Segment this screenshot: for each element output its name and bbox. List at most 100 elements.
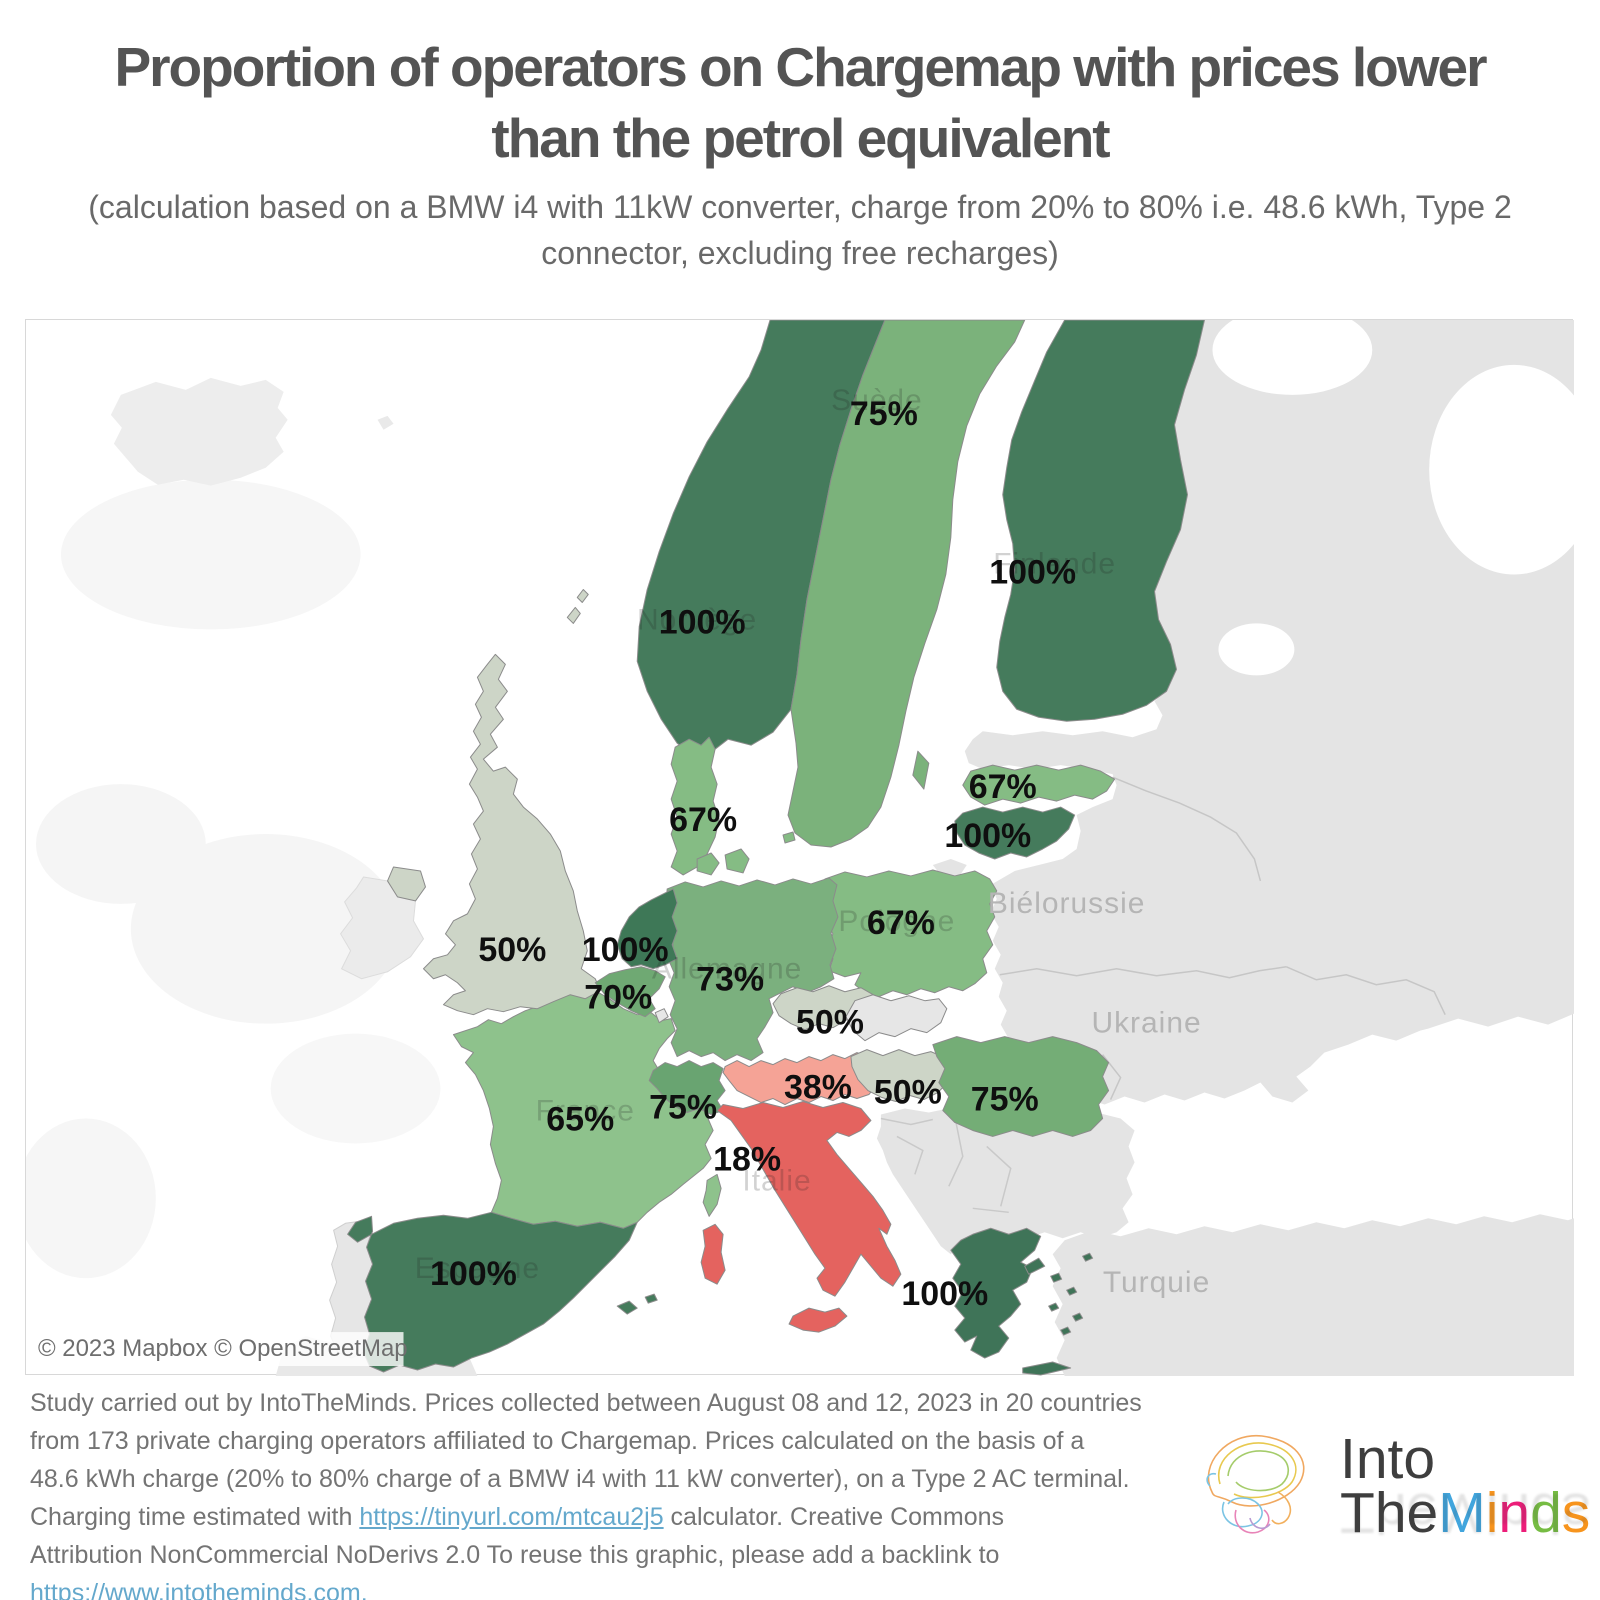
- country-shape-switzerland[interactable]: [648, 1060, 726, 1115]
- land-balkans: [876, 1107, 1135, 1255]
- title-block: Proportion of operators on Chargemap wit…: [0, 32, 1600, 276]
- tinyurl-link[interactable]: https://tinyurl.com/mtcau2j5: [359, 1503, 664, 1531]
- brain-scribble-icon: [1206, 1434, 1305, 1534]
- greek-islands: [1048, 1252, 1094, 1336]
- italy-sicily: [788, 1307, 848, 1333]
- greece-euboea: [1024, 1257, 1046, 1275]
- map-canvas: Suède Norvège Finlande Allemagne Pologne…: [26, 320, 1574, 1376]
- value-label-italy: 18%: [713, 1140, 781, 1178]
- logo-letter-n: n: [1498, 1481, 1531, 1545]
- italy-sardinia: [700, 1223, 726, 1285]
- title-line-2: than the petrol equivalent: [491, 107, 1110, 169]
- denmark-bornholm: [782, 831, 796, 844]
- value-label-greece: 100%: [901, 1275, 988, 1313]
- logo-letter-d: d: [1530, 1481, 1562, 1545]
- country-shape-belgium[interactable]: [594, 966, 666, 1018]
- value-labels: 100% 75% 100% 67% 67% 100% 50% 100% 70% …: [430, 395, 1076, 1313]
- basemap-label-suede: Suède: [831, 384, 923, 417]
- value-label-germany: 73%: [696, 961, 764, 999]
- basemap-labels: Suède Norvège Finlande Allemagne Pologne…: [415, 384, 1210, 1299]
- country-shape-netherlands[interactable]: [616, 888, 678, 970]
- value-label-austria: 38%: [784, 1069, 852, 1107]
- faroe-islands: [377, 415, 394, 430]
- land-turkey: [1052, 1214, 1574, 1376]
- intotheminds-link[interactable]: https://www.intotheminds.com.: [30, 1579, 368, 1600]
- value-label-switzerland: 75%: [649, 1088, 717, 1126]
- logo-word-into: Into: [1340, 1427, 1436, 1491]
- denmark-funen: [696, 852, 720, 876]
- value-label-spain: 100%: [430, 1255, 517, 1293]
- value-label-france: 65%: [546, 1100, 614, 1138]
- country-shape-lithuania[interactable]: [954, 806, 1076, 860]
- country-shape-greece[interactable]: [950, 1227, 1042, 1359]
- country-shape-corsica[interactable]: [702, 1173, 722, 1217]
- balearic-islands: [616, 1300, 638, 1315]
- logo-reflection: TheMinds: [1340, 1481, 1591, 1545]
- value-label-latvia: 67%: [969, 768, 1037, 806]
- country-shape-italy[interactable]: [716, 1101, 902, 1297]
- subtitle-line-1: (calculation based on a BMW i4 with 11kW…: [88, 189, 1512, 225]
- basemap-label-turquie: Turquie: [1103, 1266, 1210, 1299]
- page-title: Proportion of operators on Chargemap wit…: [0, 32, 1600, 174]
- country-shape-romania[interactable]: [932, 1036, 1110, 1137]
- title-line-1: Proportion of operators on Chargemap wit…: [114, 36, 1487, 98]
- value-label-netherlands: 100%: [582, 931, 669, 969]
- footer-note: Study carried out by IntoTheMinds. Price…: [30, 1384, 1180, 1600]
- map-attribution: © 2023 Mapbox © OpenStreetMap: [26, 1332, 408, 1367]
- footer-line-4-post: calculator. Creative Commons: [663, 1503, 1005, 1531]
- denmark-zealand: [724, 848, 750, 874]
- country-shape-sweden[interactable]: [787, 320, 1026, 848]
- sea-shading: [26, 479, 441, 1279]
- country-shape-germany[interactable]: [665, 877, 839, 1062]
- value-label-belgium: 70%: [584, 979, 652, 1017]
- country-shape-finland[interactable]: [996, 320, 1205, 722]
- basemap-label-norvege: Norvège: [637, 603, 757, 636]
- basemap-label-bielorussie: Biélorussie: [988, 887, 1145, 920]
- intotheminds-logo: Into TheMinds TheMinds: [1190, 1404, 1590, 1600]
- logo-letter-i: i: [1485, 1481, 1499, 1545]
- luxembourg: [654, 1008, 669, 1024]
- value-label-romania: 75%: [971, 1081, 1039, 1119]
- value-label-denmark: 67%: [669, 801, 737, 839]
- country-shape-latvia[interactable]: [962, 764, 1116, 806]
- subtitle-line-2: connector, excluding free recharges): [541, 235, 1059, 271]
- basemap-label-finlande: Finlande: [993, 548, 1116, 581]
- value-label-finland: 100%: [989, 554, 1076, 592]
- basemap-label-italie: Italie: [742, 1164, 811, 1197]
- country-shape-denmark[interactable]: [670, 736, 720, 876]
- value-label-united-kingdom: 50%: [478, 931, 546, 969]
- country-shape-united-kingdom[interactable]: [422, 653, 601, 1016]
- land-east-nonstudy: [964, 320, 1574, 1107]
- logo-text: Into TheMinds: [1340, 1427, 1590, 1542]
- shetland-2: [576, 588, 589, 603]
- greece-crete: [1022, 1361, 1072, 1376]
- europe-choropleth-map: Suède Norvège Finlande Allemagne Pologne…: [25, 319, 1574, 1376]
- basemap-label-allemagne: Allemagne: [652, 953, 802, 986]
- value-label-hungary: 50%: [874, 1074, 942, 1112]
- value-label-lithuania: 100%: [944, 817, 1031, 855]
- footer-line-1: Study carried out by IntoTheMinds. Price…: [30, 1389, 1142, 1417]
- basemap-label-pologne: Pologne: [838, 905, 955, 938]
- footer-line-5: Attribution NonCommercial NoDerivs 2.0 T…: [30, 1541, 1000, 1569]
- basemap-label-ukraine: Ukraine: [1091, 1007, 1201, 1040]
- value-label-czechia: 50%: [796, 1004, 864, 1042]
- value-label-poland: 67%: [867, 904, 935, 942]
- value-label-norway: 100%: [659, 603, 746, 641]
- country-shape-iceland[interactable]: [110, 377, 288, 486]
- white-seas-over-east: [1212, 320, 1574, 676]
- gotland: [912, 750, 930, 790]
- balkans-internal-borders: [880, 1116, 1012, 1214]
- northern-ireland: [387, 866, 426, 902]
- value-label-sweden: 75%: [850, 395, 918, 433]
- balearic-islands-2: [644, 1293, 658, 1304]
- logo-letter-m: M: [1438, 1481, 1486, 1545]
- country-shape-slovakia[interactable]: [845, 994, 948, 1042]
- logo-letter-s: s: [1561, 1481, 1591, 1545]
- map-attribution-text: © 2023 Mapbox © OpenStreetMap: [38, 1335, 408, 1362]
- basemap-label-france: France: [536, 1094, 635, 1127]
- basemap-label-espagne: Espagne: [415, 1252, 540, 1285]
- footer-line-3: 48.6 kWh charge (20% to 80% charge of a …: [30, 1465, 1130, 1493]
- logo-word-the: The: [1340, 1481, 1439, 1545]
- footer-line-2: from 173 private charging operators affi…: [30, 1427, 1085, 1455]
- footer-line-4-pre: Charging time estimated with: [30, 1503, 360, 1531]
